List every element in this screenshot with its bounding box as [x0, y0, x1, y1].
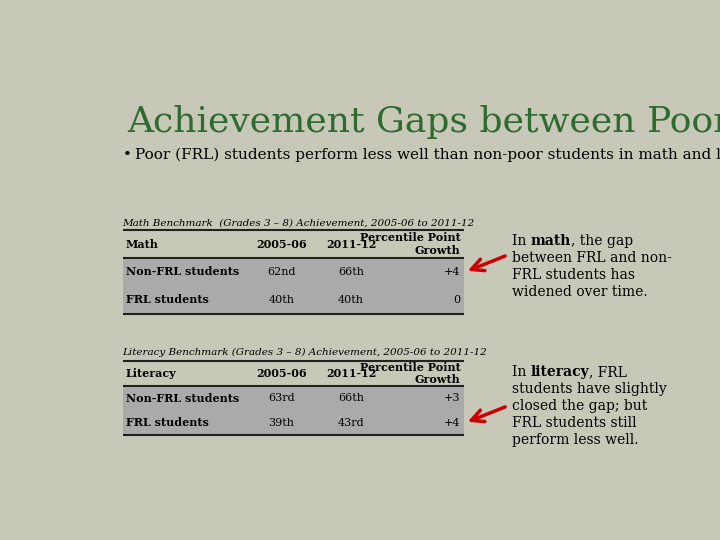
Text: Math: Math	[126, 239, 158, 249]
Text: 39th: 39th	[269, 418, 294, 428]
Text: Literacy Benchmark (Grades 3 – 8) Achievement, 2005-06 to 2011-12: Literacy Benchmark (Grades 3 – 8) Achiev…	[122, 348, 487, 357]
Text: math: math	[531, 234, 571, 248]
Text: perform less well.: perform less well.	[512, 433, 638, 447]
Text: between FRL and non-: between FRL and non-	[512, 251, 672, 265]
Bar	[122, 286, 464, 314]
Text: 66th: 66th	[338, 393, 364, 403]
Text: 62nd: 62nd	[267, 267, 296, 277]
Text: , FRL: , FRL	[589, 365, 627, 379]
Bar	[122, 386, 464, 410]
Text: FRL students: FRL students	[126, 294, 209, 305]
Bar	[122, 258, 464, 286]
Text: 40th: 40th	[338, 295, 364, 305]
Bar	[122, 410, 464, 435]
Text: +4: +4	[444, 418, 461, 428]
Text: •: •	[122, 148, 132, 162]
Text: +4: +4	[444, 267, 461, 277]
Text: 63rd: 63rd	[268, 393, 294, 403]
Text: FRL students: FRL students	[126, 417, 209, 428]
Text: Non-FRL students: Non-FRL students	[126, 393, 239, 404]
Text: closed the gap; but: closed the gap; but	[512, 399, 647, 413]
Text: Percentile Point
Growth: Percentile Point Growth	[360, 362, 461, 386]
Text: Percentile Point
Growth: Percentile Point Growth	[360, 232, 461, 256]
Text: 0: 0	[454, 295, 461, 305]
Text: 2011-12: 2011-12	[326, 239, 377, 249]
Bar	[122, 361, 464, 386]
Text: In: In	[512, 365, 531, 379]
Text: Poor (FRL) students perform less well than non-poor students in math and literac: Poor (FRL) students perform less well th…	[135, 148, 720, 163]
Text: students have slightly: students have slightly	[512, 382, 666, 396]
Text: 66th: 66th	[338, 267, 364, 277]
Text: , the gap: , the gap	[571, 234, 633, 248]
Text: +3: +3	[444, 393, 461, 403]
Text: literacy: literacy	[531, 365, 589, 379]
Text: Achievement Gaps between Poor and Non-Poor: Achievement Gaps between Poor and Non-Po…	[127, 105, 720, 139]
Text: Non-FRL students: Non-FRL students	[126, 266, 239, 278]
Text: 2005-06: 2005-06	[256, 368, 307, 379]
Text: 43rd: 43rd	[338, 418, 364, 428]
Text: Literacy: Literacy	[126, 368, 176, 379]
Text: 2011-12: 2011-12	[326, 368, 377, 379]
Text: Math Benchmark  (Grades 3 – 8) Achievement, 2005-06 to 2011-12: Math Benchmark (Grades 3 – 8) Achievemen…	[122, 219, 474, 228]
Text: FRL students still: FRL students still	[512, 416, 636, 430]
Text: In: In	[512, 234, 531, 248]
Text: FRL students has: FRL students has	[512, 268, 634, 282]
Text: widened over time.: widened over time.	[512, 285, 647, 299]
Text: 40th: 40th	[269, 295, 294, 305]
Bar	[122, 231, 464, 258]
Text: 2005-06: 2005-06	[256, 239, 307, 249]
